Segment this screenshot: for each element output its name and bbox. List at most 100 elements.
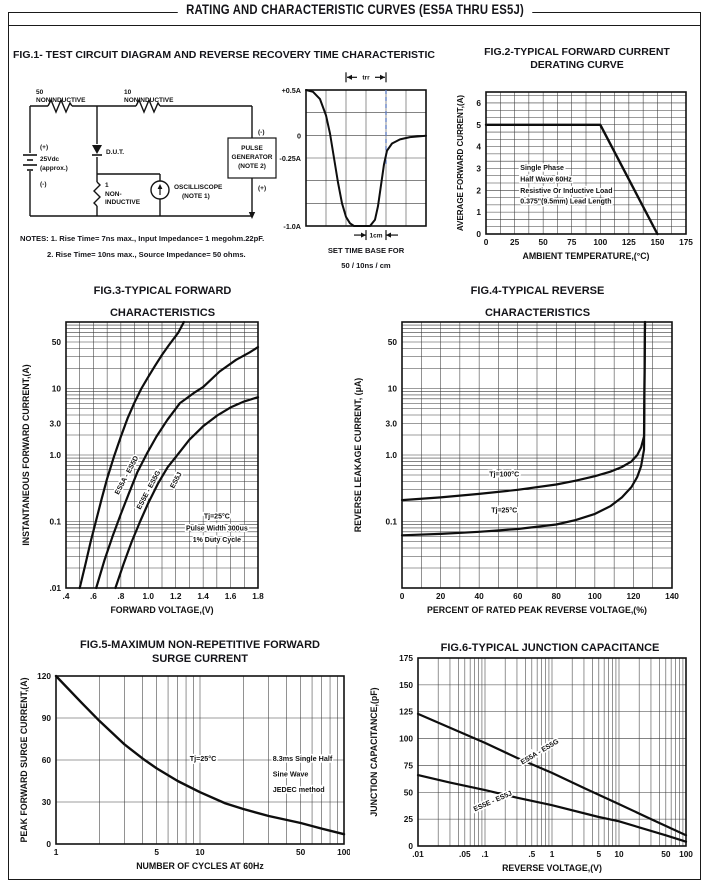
notes-line2: 2. Rise Time= 10ns max., Source Impedanc… [47, 250, 246, 259]
svg-text:4: 4 [476, 142, 481, 152]
fig4-title-line1: FIG.4-TYPICAL REVERSE [470, 285, 605, 297]
svg-text:0.375"(9.5mm) Lead Length: 0.375"(9.5mm) Lead Length [520, 199, 611, 206]
battery-plus-label: (+) [40, 144, 48, 151]
svg-text:INSTANTANEOUS FORWARD CURRENT,: INSTANTANEOUS FORWARD CURRENT,(A) [21, 364, 31, 545]
svg-text:10: 10 [52, 384, 62, 394]
title-underline [8, 25, 700, 26]
svg-text:1.2: 1.2 [170, 591, 182, 601]
svg-text:3.0: 3.0 [385, 418, 397, 428]
svg-text:10: 10 [388, 384, 398, 394]
svg-text:100: 100 [588, 591, 602, 601]
svg-text:Tj=25°C: Tj=25°C [491, 506, 517, 514]
svg-text:Single Phase: Single Phase [520, 165, 564, 172]
fig3-title-line2: CHARACTERISTICS [109, 307, 216, 319]
svg-text:2: 2 [476, 185, 481, 195]
svg-text:PEAK FORWARD SURGE CURRENT,(A): PEAK FORWARD SURGE CURRENT,(A) [19, 677, 29, 842]
svg-text:1.0: 1.0 [385, 450, 397, 460]
fig3-forward-characteristics-chart: .4 .6 .8 1.0 1.2 1.4 1.6 1.8 50 10 3.0 1.0 0.1 .01 FOR… [18, 314, 270, 626]
svg-text:1.6: 1.6 [225, 591, 237, 601]
svg-text:8.3ms Single Half: 8.3ms Single Half [273, 754, 333, 763]
svg-text:1: 1 [54, 847, 59, 857]
battery-symbol [23, 154, 37, 171]
svg-text:20: 20 [436, 591, 446, 601]
fig3-title: FIG.3-TYPICAL FORWARD CHARACTERISTICS [40, 280, 285, 324]
fig6-title: FIG.6-TYPICAL JUNCTION CAPACITANCE [390, 641, 710, 655]
svg-text:.1: .1 [482, 849, 489, 859]
fig5-title: FIG.5-MAXIMUM NON-REPETITIVE FORWARD SUR… [35, 638, 365, 666]
fig3-title-line1: FIG.3-TYPICAL FORWARD [93, 285, 232, 297]
svg-text:175: 175 [679, 237, 693, 247]
pulse-gen-plus-label: (+) [258, 185, 266, 192]
svg-text:0: 0 [46, 839, 51, 849]
r3-label-line1: NON- [105, 191, 122, 198]
svg-text:.01: .01 [49, 583, 61, 593]
svg-text:AMBIENT TEMPERATURE,(°C): AMBIENT TEMPERATURE,(°C) [523, 251, 650, 261]
svg-text:Resistive Or Inductive Load: Resistive Or Inductive Load [520, 188, 612, 195]
fig6-svg: .01 .05 .1 .5 1 5 10 50 100 0 25 50 75 100 125 150 175 RE… [369, 653, 693, 873]
svg-text:75: 75 [404, 760, 414, 770]
svg-text:25: 25 [510, 237, 520, 247]
svg-text:5: 5 [154, 847, 159, 857]
fig5-title-line1: FIG.5-MAXIMUM NON-REPETITIVE FORWARD [80, 639, 320, 651]
svg-text:ES5J: ES5J [169, 471, 183, 490]
ground-arrow-icon [248, 212, 256, 219]
svg-text:80: 80 [552, 591, 562, 601]
fig6-title-line1: FIG.6-TYPICAL JUNCTION CAPACITANCE [440, 642, 660, 654]
svg-text:30: 30 [42, 797, 52, 807]
svg-text:Pulse Width 300us: Pulse Width 300us [186, 525, 248, 532]
svg-text:trr: trr [362, 75, 370, 82]
diode-symbol [92, 145, 102, 156]
battery-approx-label: (approx.) [40, 165, 68, 172]
svg-text:120: 120 [37, 671, 51, 681]
svg-text:10: 10 [195, 847, 205, 857]
page-title-row: RATING AND CHARACTERISTIC CURVES (ES5A T… [0, 1, 710, 19]
r2-label: NONINDUCTIVE [124, 97, 174, 104]
svg-text:Tj=25°C: Tj=25°C [204, 513, 230, 521]
reverse-recovery-waveform-chart: +0.5A 0 -0.25A -1.0A trr 1cm [272, 66, 434, 244]
svg-text:10: 10 [614, 849, 624, 859]
svg-text:1.0: 1.0 [49, 450, 61, 460]
wave-svg: +0.5A 0 -0.25A -1.0A trr 1cm [279, 72, 427, 241]
fig2-caption: FIG.2-TYPICAL FORWARD CURRENT DERATING C… [462, 46, 692, 72]
fig6-junction-capacitance-chart: .01 .05 .1 .5 1 5 10 50 100 0 25 50 75 100 125 150 175 RE… [366, 652, 700, 878]
fig1-caption: FIG.1- TEST CIRCUIT DIAGRAM AND REVERSE … [13, 49, 435, 61]
svg-text:3: 3 [476, 163, 481, 173]
fig4-reverse-characteristics-chart: 0 20 40 60 80 100 120 140 50 10 3.0 1.0 0.1 PERCENT O… [350, 314, 688, 626]
svg-text:Sine Wave: Sine Wave [273, 770, 309, 779]
svg-text:Tj=25°C: Tj=25°C [190, 754, 217, 763]
r3-label-line2: INDUCTIVE [105, 199, 141, 206]
svg-text:Half Wave 60Hz: Half Wave 60Hz [520, 176, 572, 183]
svg-text:1: 1 [476, 207, 481, 217]
svg-text:6: 6 [476, 98, 481, 108]
svg-text:100: 100 [399, 734, 413, 744]
fig2-svg: 0 25 50 75 100 125 150 175 0 1 2 3 4 5 6 AMBIENT TEMPER… [456, 91, 693, 261]
battery-voltage-label: 25Vdc [40, 156, 60, 163]
notes-line1: NOTES: 1. Rise Time= 7ns max., Input Imp… [20, 234, 265, 243]
waveform-footer2: 50 / 10ns / cm [341, 261, 391, 270]
svg-text:0: 0 [408, 841, 413, 851]
svg-text:3.0: 3.0 [49, 418, 61, 428]
fig5-svg: 1 5 10 50 100 0 30 60 90 120 NUMBER OF CYCLES AT 6… [19, 671, 351, 871]
svg-text:PERCENT OF RATED PEAK REVERSE: PERCENT OF RATED PEAK REVERSE VOLTAGE,(%… [427, 605, 647, 615]
oscilloscope-symbol [150, 180, 170, 200]
fig3-svg: .4 .6 .8 1.0 1.2 1.4 1.6 1.8 50 10 3.0 1.0 0.1 .01 FOR… [21, 320, 264, 615]
svg-text:5: 5 [597, 849, 602, 859]
pulse-gen-label-line3: (NOTE 2) [238, 163, 266, 170]
svg-text:60: 60 [42, 755, 52, 765]
svg-text:100: 100 [593, 237, 607, 247]
svg-text:50: 50 [404, 787, 414, 797]
svg-text:50: 50 [296, 847, 306, 857]
battery-minus-label: (-) [40, 181, 47, 188]
r3-value-label: 1 [105, 182, 109, 189]
oscilloscope-note-label: (NOTE 1) [182, 193, 210, 200]
svg-text:JEDEC method: JEDEC method [273, 785, 325, 794]
svg-text:25: 25 [404, 814, 414, 824]
r2-value-label: 10 [124, 89, 132, 96]
fig2-caption-line1: FIG.2-TYPICAL FORWARD CURRENT [484, 46, 670, 58]
svg-text:150: 150 [399, 680, 413, 690]
svg-text:1.8: 1.8 [252, 591, 264, 601]
svg-text:60: 60 [513, 591, 523, 601]
r1-value-label: 50 [36, 89, 44, 96]
pulse-generator-box [227, 137, 277, 179]
